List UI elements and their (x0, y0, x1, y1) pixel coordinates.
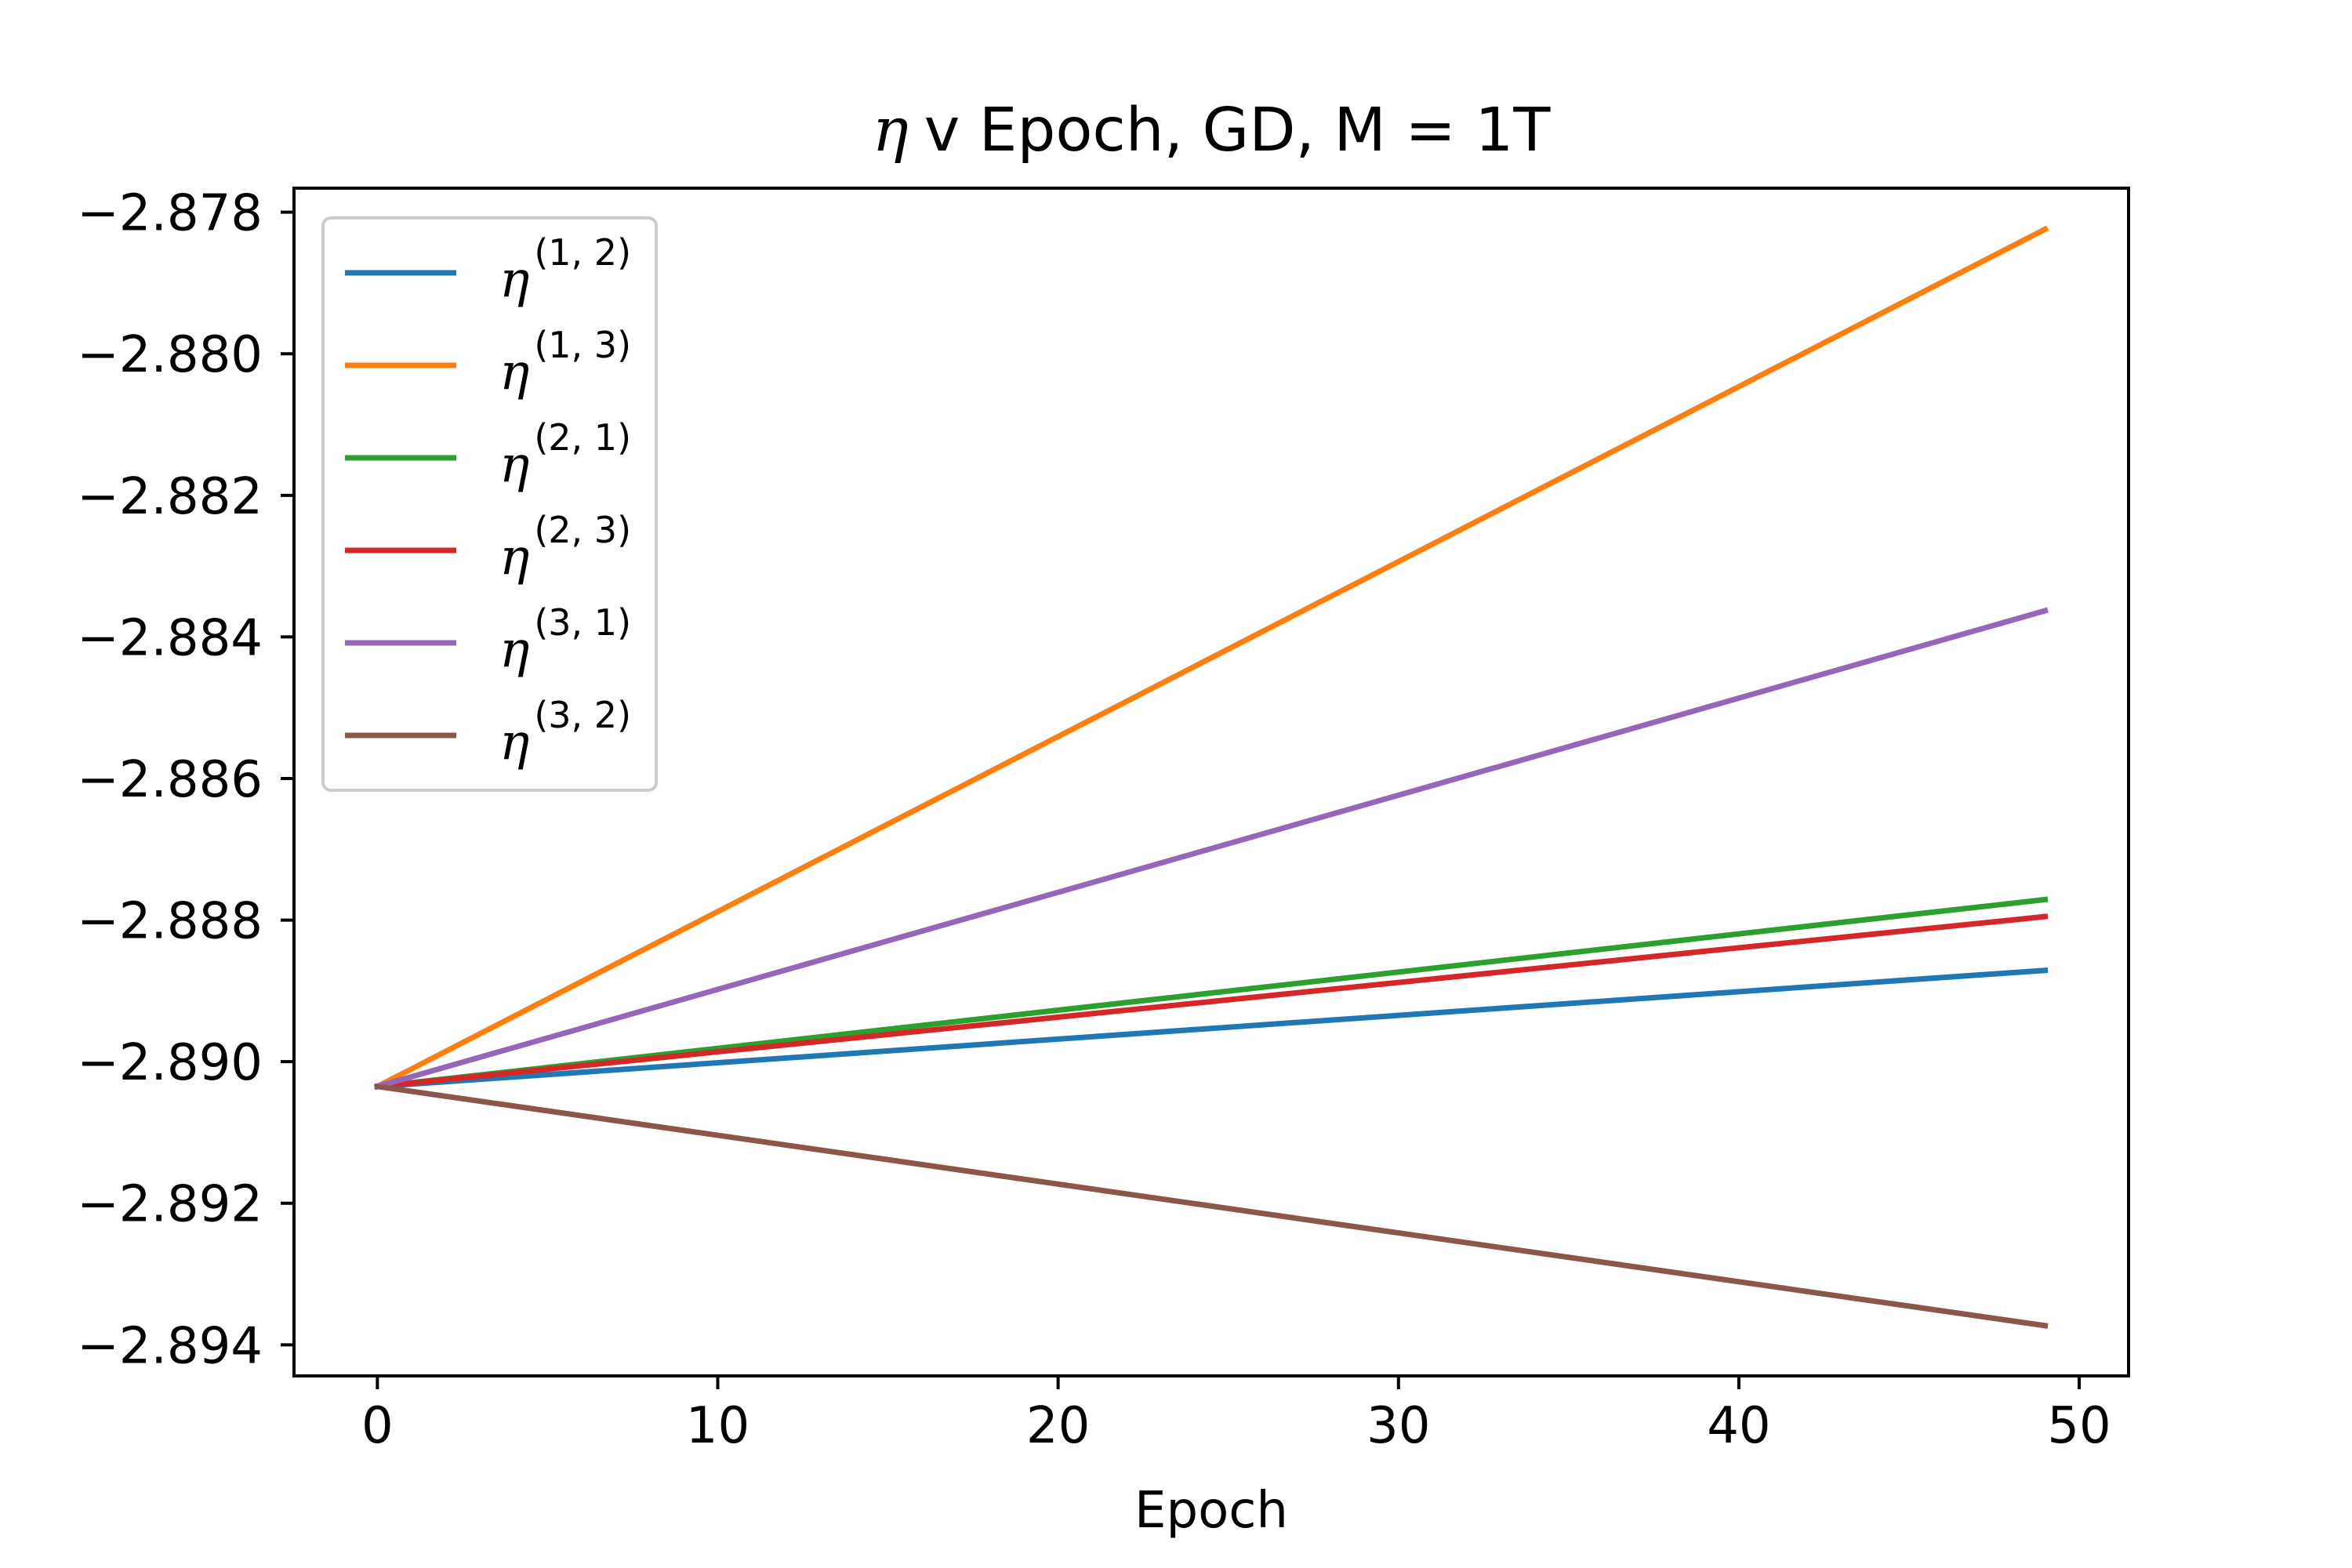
y-tick-label: −2.888 (77, 893, 263, 951)
legend-label-4: η (2, 3) (499, 509, 631, 586)
legend-superscript: (3, 1) (534, 601, 631, 644)
y-tick-label: −2.886 (77, 751, 263, 809)
legend-superscript: (1, 3) (534, 324, 631, 366)
x-tick-label: 30 (1367, 1397, 1430, 1455)
x-axis: 0 10 20 30 40 50 (361, 1376, 2111, 1455)
legend-symbol: η (499, 713, 529, 771)
y-tick-label: −2.890 (77, 1034, 263, 1092)
series-line-6 (374, 1083, 2049, 1329)
legend-symbol: η (499, 343, 529, 401)
plot-area (292, 187, 2130, 1377)
x-tick-label: 10 (686, 1397, 750, 1455)
legend-label-3: η (2, 1) (499, 416, 631, 494)
y-tick-label: −2.878 (77, 185, 263, 243)
legend-superscript: (2, 3) (534, 509, 631, 551)
series-line-1 (374, 967, 2049, 1090)
series-line-5 (374, 607, 2049, 1091)
legend-superscript: (1, 2) (534, 231, 631, 274)
series-line-4 (374, 913, 2049, 1090)
x-axis-title: Epoch (1134, 1482, 1288, 1540)
x-tick-label: 40 (1707, 1397, 1770, 1455)
x-tick-label: 50 (2047, 1397, 2111, 1455)
legend-label-2: η (1, 3) (499, 324, 631, 401)
legend-label-6: η (3, 2) (499, 694, 631, 771)
chart-title-text: v Epoch, GD, M = 1T (924, 96, 1552, 165)
y-tick-label: −2.894 (77, 1317, 263, 1375)
legend-symbol: η (499, 528, 529, 586)
x-tick-label: 20 (1026, 1397, 1090, 1455)
series-line-3 (374, 896, 2049, 1090)
y-tick-label: −2.882 (77, 468, 263, 526)
legend-label-1: η (1, 2) (499, 231, 631, 309)
legend-superscript: (3, 2) (534, 694, 631, 736)
y-tick-label: −2.892 (77, 1176, 263, 1234)
legend-symbol: η (499, 251, 529, 309)
x-tick-label: 0 (361, 1397, 394, 1455)
legend-label-5: η (3, 1) (499, 601, 631, 679)
series-line-2 (373, 225, 2049, 1091)
axes-frame (292, 187, 2130, 1377)
y-tick-label: −2.884 (77, 609, 263, 667)
legend-symbol: η (499, 621, 529, 679)
y-axis: −2.878 −2.880 −2.882 −2.884 −2.886 −2.888 −2.8… (77, 185, 294, 1375)
legend: η (1, 2)η (1, 3)η (2, 1)η (2, 3)η (3, 1)η (3, … (321, 216, 658, 792)
legend-box (321, 216, 658, 792)
legend-superscript: (2, 1) (534, 416, 631, 459)
chart-title-symbol: η (873, 96, 909, 165)
y-tick-label: −2.880 (77, 326, 263, 384)
legend-symbol: η (499, 436, 529, 494)
